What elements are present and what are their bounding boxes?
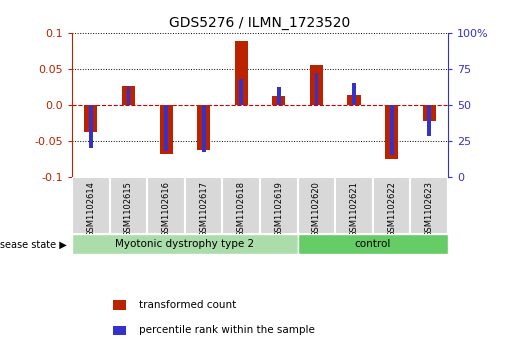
Text: GSM1102615: GSM1102615 (124, 182, 133, 237)
Bar (235, 41, 248, 105)
Bar (239, 79, 243, 105)
Bar (122, 86, 135, 105)
Bar (185, 177, 222, 234)
Bar (277, 87, 281, 105)
Bar (164, 105, 168, 151)
Bar (197, 105, 210, 150)
Text: transformed count: transformed count (139, 300, 236, 310)
Bar (72, 234, 298, 254)
Bar (352, 83, 356, 105)
Bar (348, 95, 360, 105)
Bar (298, 234, 448, 254)
Bar (410, 177, 448, 234)
Bar (298, 177, 335, 234)
Bar (423, 105, 436, 121)
Text: disease state ▶: disease state ▶ (0, 239, 67, 249)
Title: GDS5276 / ILMN_1723520: GDS5276 / ILMN_1723520 (169, 16, 351, 30)
Bar (202, 105, 205, 152)
Text: percentile rank within the sample: percentile rank within the sample (139, 325, 315, 335)
Text: GSM1102618: GSM1102618 (237, 182, 246, 237)
Text: GSM1102619: GSM1102619 (274, 182, 283, 237)
Bar (373, 177, 410, 234)
Bar (84, 105, 97, 132)
Text: GSM1102616: GSM1102616 (162, 182, 170, 237)
Bar (222, 177, 260, 234)
Bar (160, 105, 173, 154)
Bar (147, 177, 185, 234)
Bar (127, 87, 130, 105)
Text: GSM1102623: GSM1102623 (425, 182, 434, 237)
Text: Myotonic dystrophy type 2: Myotonic dystrophy type 2 (115, 239, 254, 249)
Text: GSM1102621: GSM1102621 (350, 182, 358, 237)
Bar (272, 96, 285, 105)
Bar (310, 65, 323, 105)
Bar (427, 105, 431, 136)
Text: GSM1102622: GSM1102622 (387, 182, 396, 237)
Text: GSM1102617: GSM1102617 (199, 182, 208, 237)
Bar (89, 105, 93, 148)
Text: control: control (355, 239, 391, 249)
Bar (390, 105, 393, 155)
Bar (110, 177, 147, 234)
Text: GSM1102614: GSM1102614 (87, 182, 95, 237)
Bar (335, 177, 373, 234)
Bar (315, 73, 318, 105)
Bar (72, 177, 110, 234)
Bar (385, 105, 398, 159)
Text: GSM1102620: GSM1102620 (312, 182, 321, 237)
Bar (260, 177, 298, 234)
